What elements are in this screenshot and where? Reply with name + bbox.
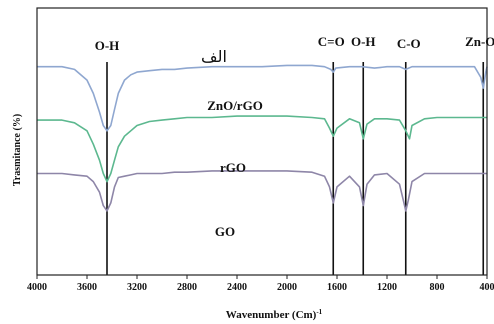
x-tick-label-5: 2000: [277, 282, 297, 293]
corner-label: الف: [201, 47, 227, 66]
x-axis-ticks: 4000 3600 3200 2800 2400 2000 1600 1200 800 400: [27, 275, 494, 293]
peak-label-3: C-O: [397, 36, 421, 51]
x-tick-label-0: 4000: [27, 282, 47, 293]
x-tick-label-8: 800: [430, 282, 445, 293]
series-line-1: [37, 115, 487, 183]
x-tick-label-2: 3200: [127, 282, 147, 293]
x-tick-label-4: 2400: [227, 282, 247, 293]
series-line-0: [37, 64, 488, 132]
x-tick-label-1: 3600: [77, 282, 97, 293]
x-tick-label-6: 1600: [327, 282, 347, 293]
series-lines: [37, 64, 488, 212]
series-line-2: [37, 170, 487, 212]
x-tick-label-7: 1200: [377, 282, 397, 293]
peak-labels: O-H C=O O-H C-O Zn-O: [95, 34, 494, 53]
x-axis-title-superscript: -1: [316, 308, 322, 316]
series-label-0: ZnO/rGO: [207, 98, 263, 113]
peak-label-0: O-H: [95, 38, 120, 53]
x-tick-label-3: 2800: [177, 282, 197, 293]
peak-label-1: C=O: [318, 34, 345, 49]
series-labels: ZnO/rGO rGO GO: [207, 98, 263, 239]
series-label-2: GO: [215, 224, 235, 239]
peak-label-4: Zn-O: [465, 34, 494, 49]
x-axis-title-text: Wavenumber (Cm): [226, 309, 317, 321]
x-tick-label-9: 400: [480, 282, 494, 293]
series-label-1: rGO: [220, 160, 246, 175]
plot-frame: [36, 7, 488, 276]
y-axis-title: Trasmitance (%): [12, 114, 23, 186]
peak-label-2: O-H: [351, 34, 376, 49]
peak-marker-lines: [106, 62, 485, 275]
x-axis-title: Wavenumber (Cm)-1: [226, 308, 323, 321]
